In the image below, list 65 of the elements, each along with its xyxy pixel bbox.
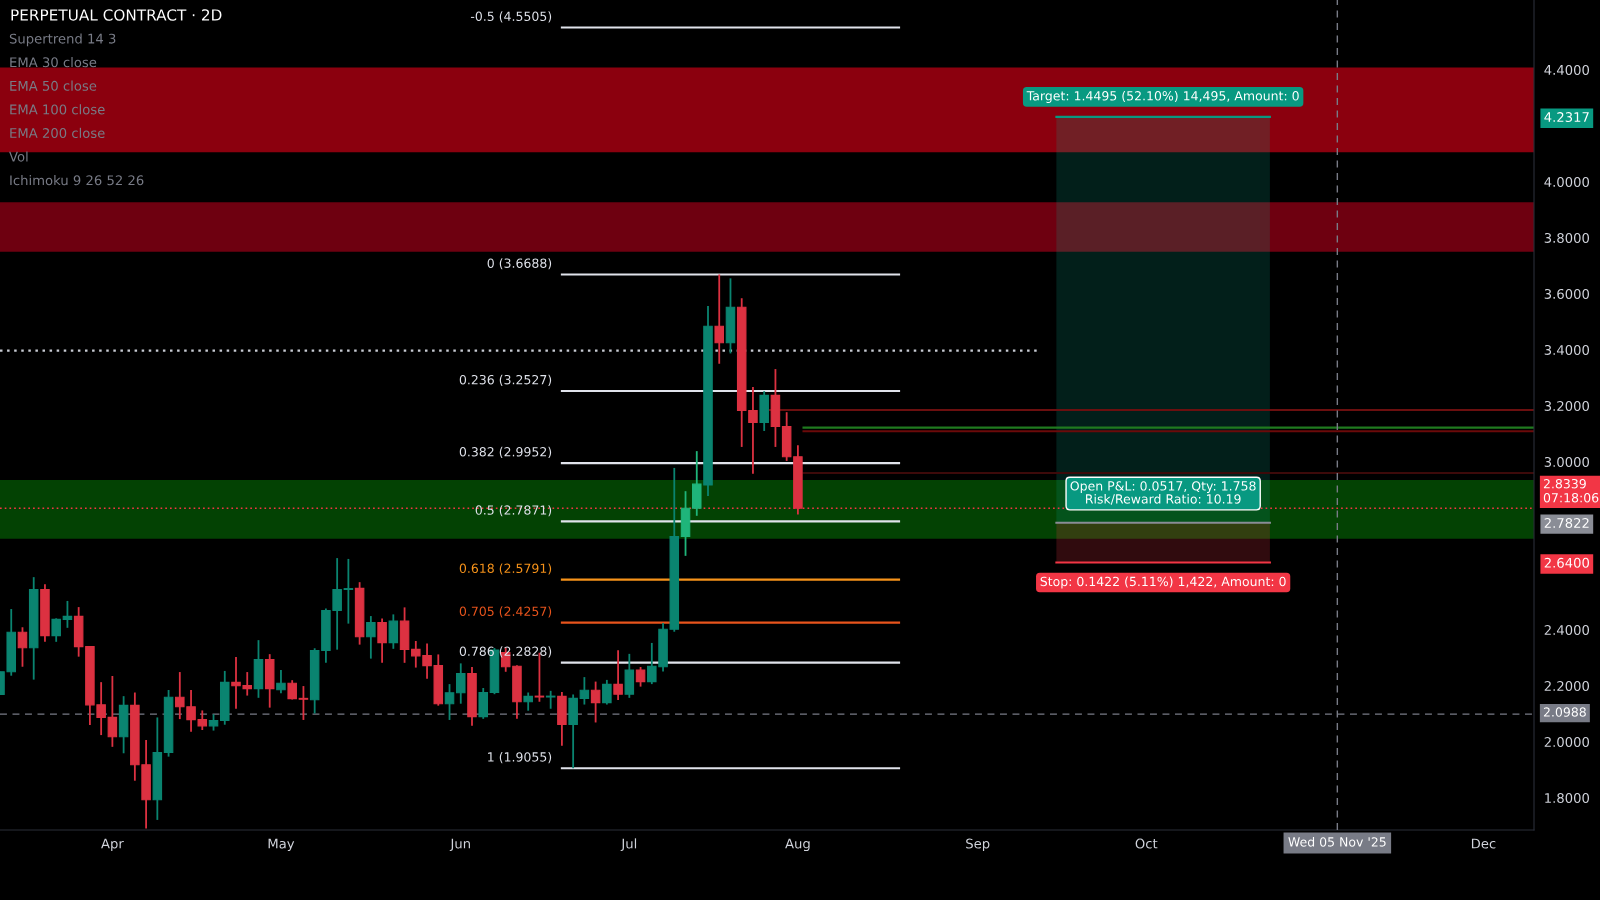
x-tick-label: Sep xyxy=(966,838,990,852)
candlestick xyxy=(107,675,118,748)
series-label: 0.382 (2.9952) xyxy=(459,446,552,458)
y-tick-label: 2.4000 xyxy=(1544,625,1590,635)
candlestick xyxy=(388,613,399,650)
x-tick-label: Dec xyxy=(1471,838,1496,849)
annotation: Open P&L: 0.0517, Qty: 1.758 Risk/Reward Ratio: 10.19 xyxy=(1070,481,1256,505)
series-label: 0.5 (2.7871) xyxy=(475,505,552,517)
candlestick xyxy=(62,600,73,629)
y-tick-label: 1.8000 xyxy=(1545,793,1590,803)
x-tick-label: Oct xyxy=(1135,838,1158,849)
candlestick xyxy=(714,273,725,365)
candlestick xyxy=(343,558,354,625)
ref-line-label: Wed 05 Nov '25 xyxy=(1288,836,1386,847)
y-tick-label: 2.7822 xyxy=(1544,517,1589,528)
y-tick-label: 2.0000 xyxy=(1544,737,1590,747)
ref-line-label: 2.0988 xyxy=(1543,707,1586,717)
candlestick xyxy=(17,626,28,668)
candlestick xyxy=(444,683,455,721)
annotation: EMA 100 close xyxy=(10,104,105,115)
series-label: 0.236 (3.2527) xyxy=(459,374,552,386)
y-tick-label: 3.0000 xyxy=(1544,456,1590,467)
candlestick xyxy=(298,685,309,721)
candlestick xyxy=(635,666,646,688)
candlestick xyxy=(276,669,286,695)
candlestick xyxy=(602,679,612,706)
candlestick xyxy=(377,617,387,664)
annotation: Stop: 0.1422 (5.11%) 1,422, Amount: 0 xyxy=(1040,576,1286,589)
candlestick xyxy=(51,617,61,643)
annotation: Supertrend 14 3 xyxy=(9,33,116,47)
y-tick-label: 4.4000 xyxy=(1544,64,1590,75)
y-tick-label: 4.2317 xyxy=(1544,112,1589,123)
annotation: EMA 50 close xyxy=(10,80,97,91)
series-label: 0 (3.6688) xyxy=(487,258,552,270)
annotation: Vol xyxy=(9,151,28,162)
candlestick xyxy=(366,615,376,660)
y-tick-label: 3.4000 xyxy=(1544,344,1590,355)
x-tick-label: Apr xyxy=(101,838,124,852)
chart-title: PERPETUAL CONTRACT · 2D xyxy=(11,9,222,21)
series-label: 1 (1.9055) xyxy=(488,752,552,764)
annotation: EMA 30 close xyxy=(10,57,97,68)
series-label: -0.5 (4.5505) xyxy=(470,11,552,23)
y-tick-label: 2.6400 xyxy=(1544,557,1590,568)
x-tick-label: Aug xyxy=(785,838,810,852)
y-tick-label: 3.8000 xyxy=(1544,232,1590,243)
candlestick xyxy=(579,676,590,706)
series-label: 0.705 (2.4257) xyxy=(459,606,552,618)
candlestick xyxy=(613,649,623,701)
x-tick-label: Jul xyxy=(620,838,637,851)
y-tick-label: 4.0000 xyxy=(1544,176,1590,187)
candlestick xyxy=(523,691,533,712)
y-tick-label: 2.2000 xyxy=(1544,681,1590,691)
annotation: EMA 200 close xyxy=(10,127,105,139)
annotation: Target: 1.4495 (52.10%) 14,495, Amount: 0 xyxy=(1026,90,1299,103)
x-tick-label: May xyxy=(268,838,295,852)
candlestick xyxy=(590,680,601,724)
candlestick xyxy=(545,689,556,710)
x-tick-label: Jun xyxy=(449,838,470,851)
ref-line-label: 2.8339 07:18:06 xyxy=(1543,478,1599,503)
candlestick xyxy=(287,679,297,701)
y-tick-label: 3.2000 xyxy=(1544,400,1590,411)
candlestick xyxy=(455,662,466,705)
y-tick-label: 3.6000 xyxy=(1544,288,1590,299)
annotation: Ichimoku 9 26 52 26 xyxy=(10,175,144,186)
series-label: 0.618 (2.5791) xyxy=(459,563,552,575)
